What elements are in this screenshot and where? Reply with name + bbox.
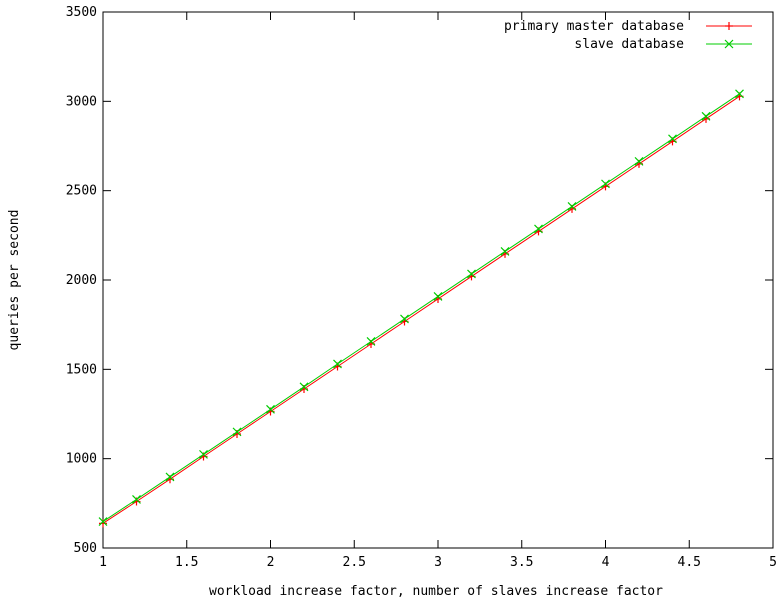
x-tick-label: 1 — [99, 555, 107, 570]
data-point — [601, 179, 610, 189]
data-point — [634, 156, 644, 166]
x-tick-label: 3.5 — [510, 555, 533, 570]
data-point — [165, 472, 175, 482]
y-axis-label: queries per second — [7, 210, 22, 351]
legend-marker — [724, 39, 734, 49]
x-tick-label: 5 — [769, 555, 777, 570]
legend-marker — [725, 22, 733, 30]
data-point — [366, 337, 376, 346]
x-tick-label: 2.5 — [343, 555, 366, 570]
data-point — [333, 359, 342, 369]
data-point — [299, 382, 309, 392]
legend: primary master database slave database — [504, 19, 752, 52]
data-point — [400, 314, 409, 324]
data-point — [668, 134, 677, 144]
data-point — [266, 404, 275, 414]
legend-label: slave database — [574, 37, 684, 52]
series-layer — [98, 89, 744, 528]
data-point — [132, 494, 141, 504]
data-point — [467, 269, 476, 279]
y-tick-label: 3000 — [66, 94, 97, 109]
data-point — [199, 449, 208, 459]
series-primary-master — [99, 92, 744, 528]
legend-label: primary master database — [504, 19, 684, 34]
data-point — [735, 89, 744, 99]
y-tick-label: 1000 — [66, 452, 97, 467]
y-tick-label: 2500 — [66, 184, 97, 199]
data-point — [701, 111, 711, 121]
data-point — [99, 519, 107, 528]
data-point — [232, 427, 242, 437]
x-tick-label: 1.5 — [175, 555, 198, 570]
x-tick-label: 3 — [434, 555, 442, 570]
y-tick-label: 1500 — [66, 362, 97, 377]
x-axis-label: workload increase factor, number of slav… — [209, 584, 663, 599]
x-tick-label: 2 — [267, 555, 275, 570]
axis-ticks: 1 1.5 2 2.5 3 3.5 4 4.5 5 500 1000 1500 2000 2500 3000… — [66, 5, 777, 570]
data-point — [567, 201, 577, 211]
x-tick-label: 4.5 — [678, 555, 701, 570]
data-point — [98, 517, 108, 526]
data-point — [433, 292, 443, 301]
series-line — [102, 95, 740, 524]
series-slave — [98, 89, 744, 526]
series-line — [102, 93, 740, 523]
plot-frame — [102, 11, 774, 549]
y-tick-label: 500 — [74, 541, 97, 556]
data-point — [500, 246, 510, 256]
y-tick-label: 2000 — [66, 273, 97, 288]
data-point — [534, 224, 543, 234]
y-tick-label: 3500 — [66, 5, 97, 20]
x-tick-label: 4 — [602, 555, 610, 570]
